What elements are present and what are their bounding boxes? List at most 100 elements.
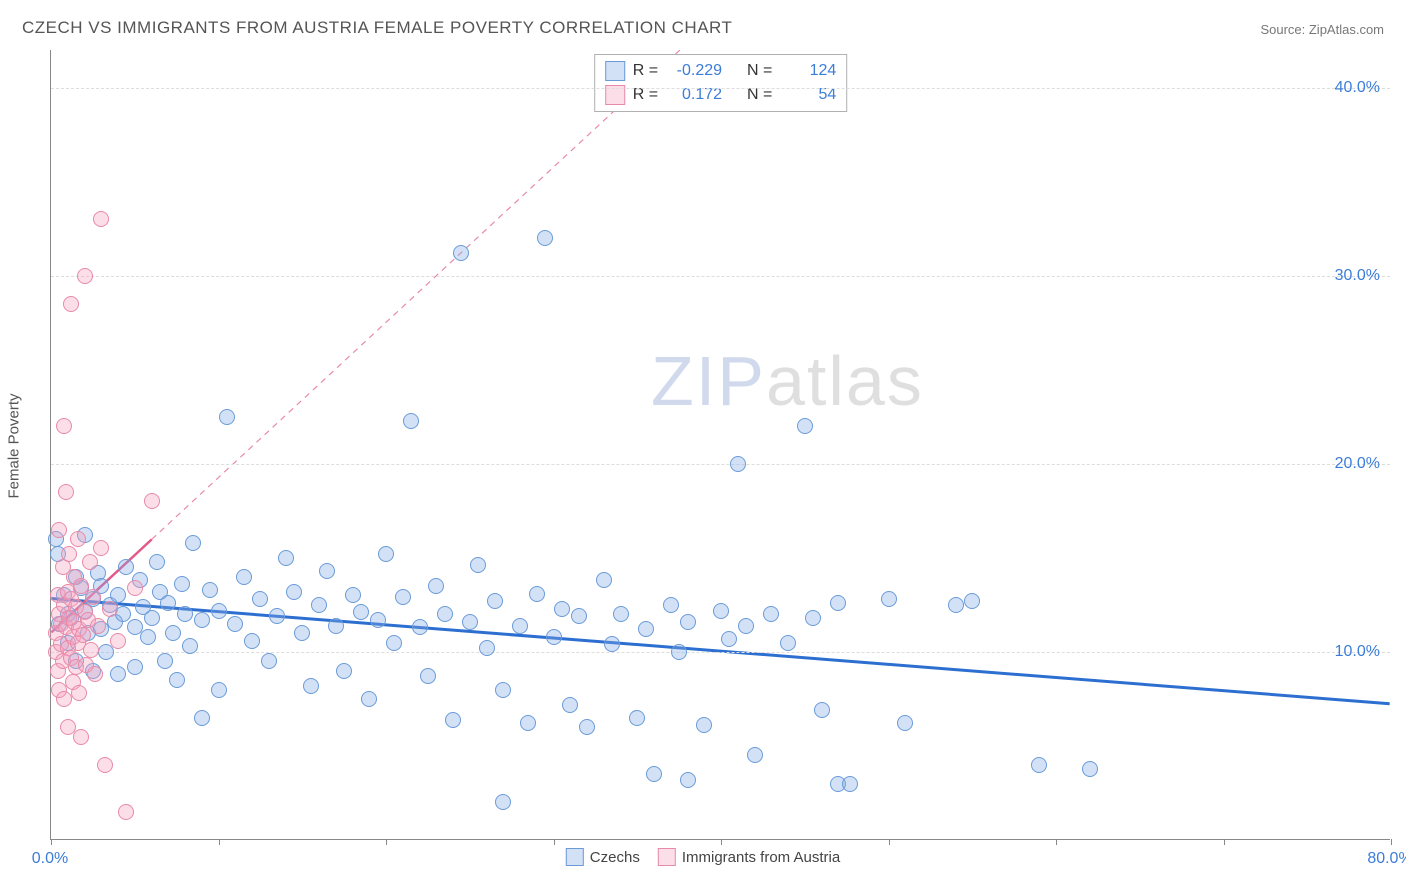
- scatter-point: [110, 633, 126, 649]
- gridline: [51, 276, 1390, 277]
- scatter-point: [842, 776, 858, 792]
- scatter-point: [286, 584, 302, 600]
- scatter-point: [629, 710, 645, 726]
- scatter-point: [537, 230, 553, 246]
- y-tick-label: 40.0%: [1335, 79, 1380, 97]
- scatter-point: [738, 618, 754, 634]
- scatter-point: [149, 554, 165, 570]
- scatter-point: [403, 413, 419, 429]
- scatter-point: [378, 546, 394, 562]
- legend-r-value: -0.229: [666, 62, 722, 80]
- gridline: [51, 652, 1390, 653]
- legend-item: Immigrants from Austria: [658, 848, 840, 866]
- scatter-point: [303, 678, 319, 694]
- scatter-point: [713, 603, 729, 619]
- legend-item: Czechs: [566, 848, 640, 866]
- scatter-point: [571, 608, 587, 624]
- scatter-point: [127, 580, 143, 596]
- scatter-point: [613, 606, 629, 622]
- scatter-point: [157, 653, 173, 669]
- scatter-point: [487, 593, 503, 609]
- scatter-point: [194, 710, 210, 726]
- legend-n-value: 54: [780, 86, 836, 104]
- scatter-point: [328, 618, 344, 634]
- x-tick: [889, 839, 890, 845]
- scatter-point: [118, 559, 134, 575]
- scatter-point: [445, 712, 461, 728]
- scatter-point: [462, 614, 478, 630]
- scatter-point: [470, 557, 486, 573]
- scatter-point: [646, 766, 662, 782]
- trend-lines-svg: [51, 50, 1390, 839]
- scatter-point: [102, 601, 118, 617]
- scatter-point: [814, 702, 830, 718]
- legend-item-label: Immigrants from Austria: [682, 849, 840, 866]
- scatter-point: [495, 682, 511, 698]
- legend-r-label: R =: [633, 86, 658, 104]
- scatter-point: [82, 554, 98, 570]
- correlation-legend: R =-0.229 N =124R =0.172 N =54: [594, 54, 848, 112]
- scatter-point: [93, 540, 109, 556]
- x-tick-label: 80.0%: [1367, 850, 1406, 868]
- scatter-point: [63, 296, 79, 312]
- scatter-point: [730, 456, 746, 472]
- scatter-point: [897, 715, 913, 731]
- legend-n-label: N =: [747, 62, 772, 80]
- plot-area: ZIPatlas R =-0.229 N =124R =0.172 N =54 …: [50, 50, 1390, 840]
- scatter-point: [336, 663, 352, 679]
- scatter-point: [361, 691, 377, 707]
- scatter-point: [964, 593, 980, 609]
- scatter-point: [797, 418, 813, 434]
- scatter-point: [93, 211, 109, 227]
- scatter-point: [479, 640, 495, 656]
- scatter-point: [211, 682, 227, 698]
- scatter-point: [948, 597, 964, 613]
- scatter-point: [87, 666, 103, 682]
- x-tick: [721, 839, 722, 845]
- legend-n-value: 124: [780, 62, 836, 80]
- scatter-point: [71, 685, 87, 701]
- scatter-point: [554, 601, 570, 617]
- legend-r-label: R =: [633, 62, 658, 80]
- scatter-point: [90, 618, 106, 634]
- scatter-point: [227, 616, 243, 632]
- scatter-point: [236, 569, 252, 585]
- scatter-point: [70, 531, 86, 547]
- scatter-point: [412, 619, 428, 635]
- scatter-point: [311, 597, 327, 613]
- legend-row: R =0.172 N =54: [605, 83, 837, 107]
- watermark-atlas: atlas: [766, 342, 924, 420]
- series-legend: Czechs Immigrants from Austria: [566, 848, 840, 866]
- scatter-point: [56, 691, 72, 707]
- x-tick: [1391, 839, 1392, 845]
- scatter-point: [77, 268, 93, 284]
- scatter-point: [169, 672, 185, 688]
- watermark: ZIPatlas: [651, 341, 924, 421]
- scatter-point: [185, 535, 201, 551]
- scatter-point: [604, 636, 620, 652]
- y-tick-label: 10.0%: [1335, 643, 1380, 661]
- scatter-point: [512, 618, 528, 634]
- scatter-point: [269, 608, 285, 624]
- scatter-point: [437, 606, 453, 622]
- scatter-point: [182, 638, 198, 654]
- scatter-point: [805, 610, 821, 626]
- scatter-point: [546, 629, 562, 645]
- y-axis-title: Female Poverty: [6, 393, 23, 498]
- scatter-point: [194, 612, 210, 628]
- legend-swatch: [658, 848, 676, 866]
- x-tick: [219, 839, 220, 845]
- chart-title: CZECH VS IMMIGRANTS FROM AUSTRIA FEMALE …: [22, 18, 732, 38]
- legend-n-label: N =: [747, 86, 772, 104]
- scatter-point: [1031, 757, 1047, 773]
- scatter-point: [73, 729, 89, 745]
- scatter-point: [671, 644, 687, 660]
- scatter-point: [386, 635, 402, 651]
- scatter-point: [579, 719, 595, 735]
- scatter-point: [51, 522, 67, 538]
- scatter-point: [144, 610, 160, 626]
- scatter-point: [345, 587, 361, 603]
- x-tick-label: 0.0%: [32, 850, 68, 868]
- scatter-point: [177, 606, 193, 622]
- scatter-point: [75, 627, 91, 643]
